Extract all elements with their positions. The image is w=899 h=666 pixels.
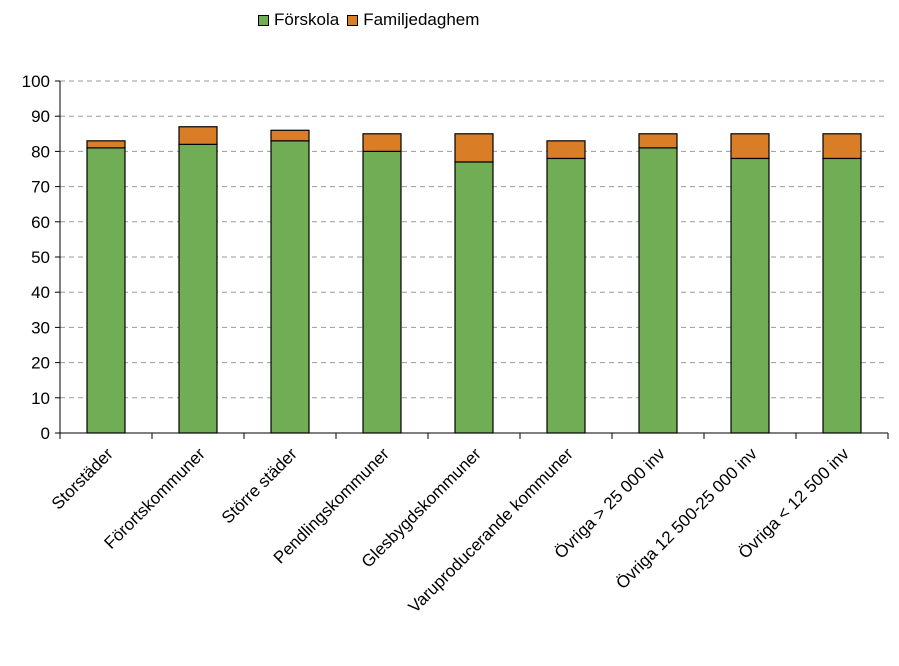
y-tick-label: 30 — [31, 318, 50, 337]
category-label: Storstäder — [48, 444, 117, 513]
y-tick-label: 50 — [31, 248, 50, 267]
legend-label-forskola: Förskola — [274, 10, 340, 29]
bar-forskola — [546, 157, 586, 434]
y-tick-label: 90 — [31, 107, 50, 126]
y-tick-label: 80 — [31, 142, 50, 161]
legend-item-familjedaghem: Familjedaghem — [347, 10, 479, 30]
y-tick-label: 0 — [41, 424, 50, 443]
legend-swatch-forskola — [258, 14, 269, 26]
bar-forskola — [362, 150, 402, 434]
bar-familjedaghem — [362, 133, 402, 153]
y-tick-label: 60 — [31, 213, 50, 232]
y-tick-label: 100 — [22, 72, 50, 91]
bar-familjedaghem — [730, 133, 770, 160]
bar-familjedaghem — [638, 133, 678, 149]
bar-forskola — [730, 157, 770, 434]
legend-item-forskola: Förskola — [258, 10, 339, 30]
category-label: Varuproducerande kommuner — [405, 444, 577, 616]
bar-forskola — [822, 157, 862, 434]
bar-forskola — [638, 147, 678, 434]
bar-familjedaghem — [270, 129, 310, 142]
bar-familjedaghem — [454, 133, 494, 163]
y-tick-label: 40 — [31, 283, 50, 302]
y-tick-label: 70 — [31, 178, 50, 197]
category-label: Större städer — [218, 444, 301, 527]
bar-familjedaghem — [178, 126, 218, 145]
bar-forskola — [454, 161, 494, 434]
legend-label-familjedaghem: Familjedaghem — [363, 10, 480, 29]
category-label: Förortskommuner — [101, 444, 210, 553]
bar-familjedaghem — [546, 140, 586, 160]
bar-forskola — [178, 143, 218, 434]
y-tick-label: 20 — [31, 354, 50, 373]
bar-familjedaghem — [86, 140, 126, 149]
y-tick-label: 10 — [31, 389, 50, 408]
bar-familjedaghem — [822, 133, 862, 160]
legend: Förskola Familjedaghem — [258, 10, 487, 30]
legend-swatch-familjedaghem — [347, 14, 359, 26]
bar-forskola — [86, 147, 126, 434]
bar-forskola — [270, 140, 310, 434]
